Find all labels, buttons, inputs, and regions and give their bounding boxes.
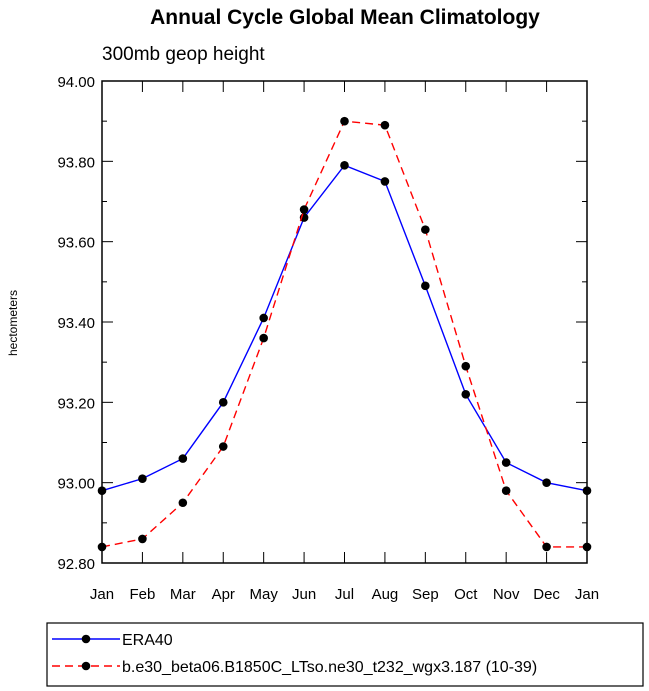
data-point [178,498,188,508]
data-point [340,161,349,170]
plot-frame [101,80,588,564]
x-tick-label: Aug [372,586,399,603]
series-layer [97,116,592,552]
legend-marker [81,634,91,644]
data-point [138,474,147,483]
x-tick-label: Oct [454,586,478,603]
data-point [501,458,511,467]
legend-marker [81,661,91,671]
data-point [582,486,592,496]
chart-subtitle: 300mb geop height [102,44,265,65]
data-point [259,333,268,343]
y-tick-label: 93.20 [57,395,95,412]
series-2 [97,116,592,552]
series-1 [97,161,592,496]
data-point [218,398,228,407]
legend-box [46,622,644,687]
legend-label: b.e30_beta06.B1850C_LTso.ne30_t232_wgx3.… [122,659,537,676]
data-point [542,478,551,487]
x-tick-label: Mar [170,586,196,603]
data-point [461,361,471,371]
x-tick-label: Jan [90,586,114,603]
y-tick-label: 93.00 [57,476,95,493]
x-tick-label: Dec [533,586,560,603]
x-tick-labels: Jan Feb Mar Apr May Jun Jul Aug Sep Oct Nov Dec Jan [90,586,599,603]
series-line [101,164,588,492]
data-point [461,390,471,399]
data-point [138,534,147,544]
y-tick-label: 92.80 [57,556,95,573]
x-tick-label: Apr [212,586,235,603]
legend-entry: b.e30_beta06.B1850C_LTso.ne30_t232_wgx3.… [52,659,537,676]
x-tick-label: Feb [129,586,155,603]
axis-ticks [101,80,588,564]
x-tick-label: Sep [412,586,439,603]
y-axis-label: hectometers [6,290,20,356]
y-tick-label: 93.80 [57,154,95,171]
y-tick-label: 93.40 [57,315,95,332]
legend-label: ERA40 [122,632,173,649]
data-point [178,454,188,463]
y-tick-labels: 92.80 93.00 93.20 93.40 93.60 93.80 94.00 [57,74,95,573]
data-point [259,313,268,323]
legend: ERA40 b.e30_beta06.B1850C_LTso.ne30_t232_… [52,632,537,676]
data-point [97,542,107,552]
data-point [340,116,349,126]
data-point [380,177,390,186]
data-point [582,542,592,552]
data-point [380,120,390,130]
data-point [97,486,107,496]
data-point [542,542,551,552]
data-point [218,442,228,451]
data-point [299,205,309,214]
data-point [421,225,430,234]
x-tick-label: Jul [335,586,354,603]
x-tick-label: Nov [493,586,520,603]
data-point [421,281,430,291]
y-tick-label: 94.00 [57,74,95,91]
x-tick-label: May [249,586,278,603]
x-tick-label: Jun [292,586,316,603]
legend-entry: ERA40 [52,632,173,649]
series-line [101,120,587,548]
data-point [501,486,511,496]
y-tick-label: 93.60 [57,235,95,252]
x-tick-label: Jan [575,586,599,603]
chart-title: Annual Cycle Global Mean Climatology [150,6,540,29]
